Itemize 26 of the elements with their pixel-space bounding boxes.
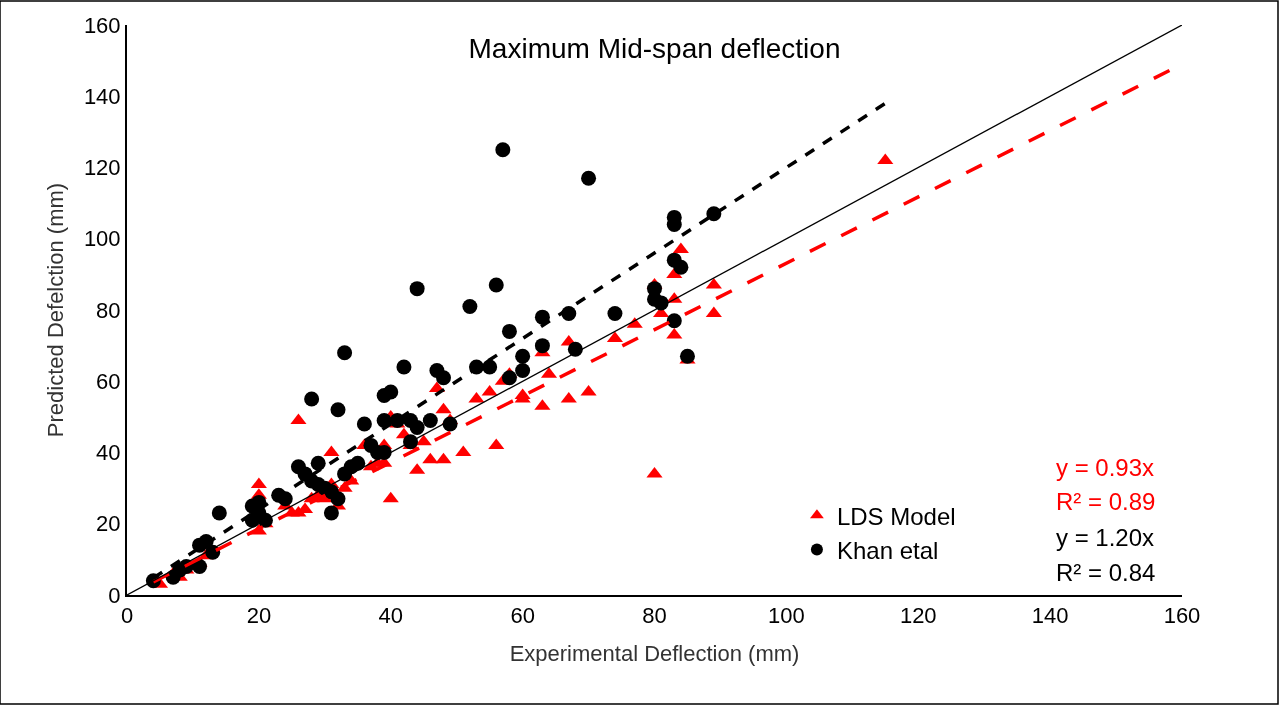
y-tick-label: 100: [83, 226, 121, 252]
x-tick-label: 140: [1031, 603, 1069, 629]
x-tick-label: 120: [899, 603, 937, 629]
x-tick-label: 60: [510, 603, 535, 629]
legend-label: LDS Model: [836, 502, 956, 530]
x-tick-label: 160: [1163, 603, 1201, 629]
y-tick-label: 40: [96, 440, 121, 466]
y-tick-label: 60: [96, 368, 121, 394]
x-tick-label: 20: [246, 603, 272, 629]
y-tick-label: 120: [83, 155, 121, 181]
x-axis-title: Experimental Deflection (mm): [509, 640, 800, 666]
y-axis-title: Predicted Defelction (mm): [43, 182, 69, 438]
x-tick-label: 80: [642, 603, 667, 629]
x-tick-label: 100: [768, 603, 805, 629]
annotation: R² = 0.84: [1056, 559, 1156, 586]
annotation: R² = 0.89: [1056, 488, 1156, 515]
chart-title: Maximum Mid-span deflection: [468, 32, 841, 64]
y-tick-label: 140: [83, 83, 121, 109]
y-tick-label: 20: [96, 511, 121, 537]
y-tick-label: 160: [83, 12, 121, 38]
annotation: y = 0.93x: [1056, 454, 1155, 481]
annotation: y = 1.20x: [1056, 524, 1155, 551]
x-tick-label: 40: [378, 603, 403, 629]
legend-label: Khan etal: [836, 536, 939, 564]
y-tick-label: 80: [96, 297, 121, 323]
y-tick-label: 0: [108, 582, 121, 608]
